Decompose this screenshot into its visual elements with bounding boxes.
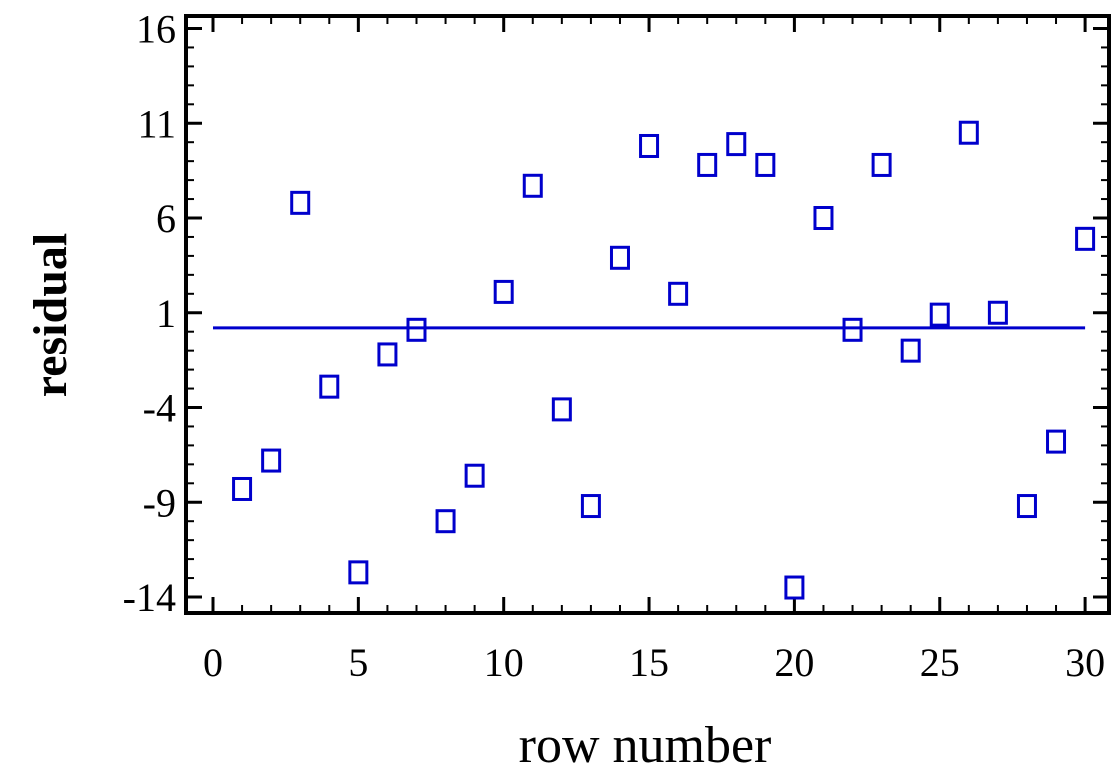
data-point bbox=[958, 120, 979, 145]
data-point bbox=[639, 133, 660, 158]
data-point bbox=[900, 338, 921, 363]
data-point bbox=[697, 152, 718, 177]
data-point bbox=[668, 281, 689, 306]
data-point bbox=[522, 173, 543, 198]
data-point bbox=[551, 397, 572, 422]
data-point bbox=[1075, 226, 1096, 251]
data-point bbox=[755, 152, 776, 177]
data-point bbox=[1016, 494, 1037, 519]
data-point bbox=[784, 575, 805, 600]
data-point bbox=[580, 494, 601, 519]
data-point bbox=[726, 132, 747, 157]
data-point bbox=[871, 152, 892, 177]
y-tick-label: 11 bbox=[137, 101, 176, 146]
y-tick-label: 16 bbox=[136, 7, 176, 52]
data-point bbox=[842, 317, 863, 342]
data-point bbox=[348, 560, 369, 585]
x-tick-labels: 0 5 10 15 20 25 30 bbox=[203, 640, 1105, 685]
y-tick-label: -4 bbox=[143, 386, 176, 431]
y-tick-label: -14 bbox=[123, 575, 176, 620]
data-point bbox=[987, 300, 1008, 325]
x-axis-ticks bbox=[211, 16, 1087, 613]
x-tick-label: 10 bbox=[484, 640, 524, 685]
y-tick-label: -9 bbox=[143, 480, 176, 525]
data-point bbox=[406, 317, 427, 342]
data-point bbox=[609, 245, 630, 270]
data-point bbox=[261, 448, 282, 473]
data-points bbox=[232, 120, 1096, 600]
data-point bbox=[377, 342, 398, 367]
data-point bbox=[1046, 429, 1067, 454]
data-point bbox=[319, 374, 340, 399]
data-point bbox=[493, 279, 514, 304]
y-tick-label: 6 bbox=[156, 196, 176, 241]
y-axis-ticks bbox=[186, 27, 1109, 599]
data-point bbox=[290, 190, 311, 215]
data-point bbox=[929, 302, 950, 327]
x-tick-label: 15 bbox=[629, 640, 669, 685]
y-axis-title: residual bbox=[24, 233, 77, 397]
data-point bbox=[232, 476, 253, 501]
x-axis-title: row number bbox=[519, 717, 772, 774]
data-point bbox=[464, 463, 485, 488]
plot-frame bbox=[184, 14, 1111, 615]
x-tick-label: 20 bbox=[774, 640, 814, 685]
x-tick-label: 30 bbox=[1065, 640, 1105, 685]
x-tick-label: 5 bbox=[348, 640, 368, 685]
x-tick-label: 25 bbox=[920, 640, 960, 685]
data-point bbox=[813, 206, 834, 230]
data-point bbox=[435, 509, 456, 534]
y-tick-label: 1 bbox=[156, 291, 176, 336]
x-tick-label: 0 bbox=[203, 640, 223, 685]
